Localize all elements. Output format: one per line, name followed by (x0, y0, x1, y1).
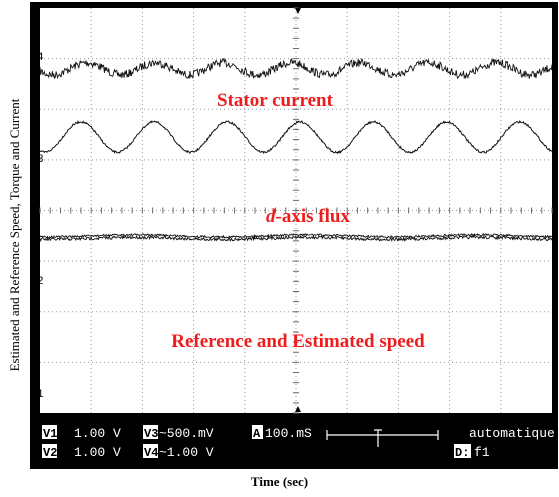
badge-v1-text: V1 (43, 427, 57, 441)
badge-v2 (42, 444, 57, 458)
trigger-marker-top (295, 8, 301, 14)
annotation-flux-italic: d (266, 206, 276, 227)
y-axis-label: Estimated and Reference Speed, Torque an… (7, 98, 22, 372)
badge-v3 (143, 425, 158, 439)
badge-timebase (252, 425, 263, 439)
trace-stator-current-0 (39, 57, 553, 80)
channel-marker-3: 3 (37, 154, 44, 166)
annotation-stator-current: Stator current (217, 90, 334, 111)
oscilloscope-frame: 4 3 2 1 Stator current d-axis flux Refer… (30, 2, 558, 469)
traces (39, 57, 553, 243)
d-value: f1 (474, 445, 490, 460)
badge-v4 (143, 444, 158, 458)
v1-value: 1.00 V (74, 426, 121, 441)
annotation-flux-rest: -axis flux (276, 206, 351, 227)
x-axis-label: Time (sec) (250, 474, 309, 489)
timebase-value: 100.mS (265, 426, 312, 441)
v4-value: ~1.00 V (159, 445, 214, 460)
v2-value: 1.00 V (74, 445, 121, 460)
v3-value: ~500.mV (159, 426, 214, 441)
badge-d-text: D: (455, 446, 469, 460)
trigger-position-indicator (326, 429, 439, 447)
trace-reference-and-estimated-speed-3 (39, 232, 553, 239)
status-bar: V1 1.00 V V3 ~500.mV A 100.mS automatiqu… (42, 425, 555, 460)
trigger-marker-bottom (295, 406, 301, 412)
grid (39, 7, 553, 414)
y-axis-label-wrap: Estimated and Reference Speed, Torque an… (0, 0, 30, 470)
channel-marker-4: 4 (37, 52, 44, 64)
badge-v1 (42, 425, 57, 439)
annotation-speed: Reference and Estimated speed (171, 331, 425, 352)
trace-d-axis-flux-1 (39, 119, 553, 155)
channel-marker-1: 1 (37, 389, 44, 401)
oscilloscope-screen: 4 3 2 1 Stator current d-axis flux Refer… (37, 7, 555, 460)
annotation-d-axis-flux: d-axis flux (266, 206, 350, 227)
badge-v4-text: V4 (144, 446, 158, 460)
channel-marker-2: 2 (37, 276, 44, 288)
badge-timebase-text: A (253, 427, 261, 441)
badge-d (454, 444, 471, 458)
badge-v2-text: V2 (43, 446, 57, 460)
trigger-mode: automatique (469, 426, 555, 441)
badge-v3-text: V3 (144, 427, 158, 441)
